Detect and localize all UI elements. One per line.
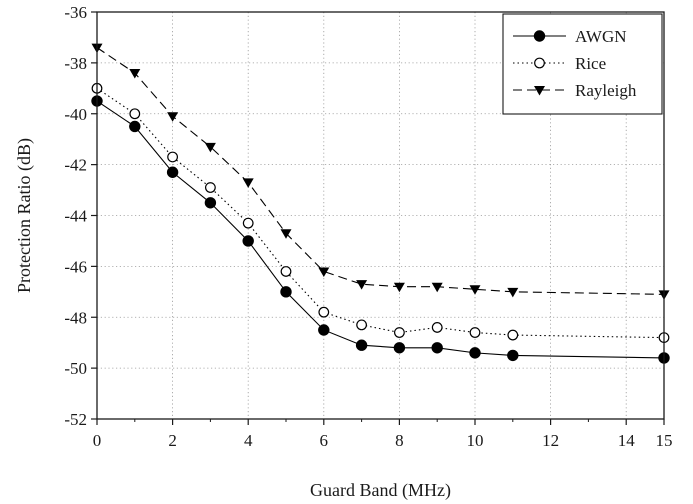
y-tick-label: -48	[64, 308, 87, 327]
legend-box	[502, 13, 663, 115]
x-tick-label: 10	[467, 431, 484, 450]
legend-label: AWGN	[575, 27, 627, 46]
marker-rice	[431, 322, 443, 333]
marker-rayleigh	[204, 142, 216, 153]
marker-rayleigh	[431, 282, 443, 293]
marker-awgn	[318, 324, 330, 336]
series-awgn	[91, 95, 670, 364]
marker-rice	[167, 151, 179, 163]
y-tick-label: -44	[64, 207, 87, 226]
marker-awgn	[469, 347, 481, 359]
x-tick-label: 15	[656, 431, 673, 450]
series-layer	[91, 43, 670, 364]
marker-rayleigh	[393, 282, 405, 293]
marker-rayleigh	[318, 267, 330, 277]
series-line	[96, 100, 665, 359]
y-tick-label: -40	[64, 105, 87, 124]
marker-rice	[507, 329, 519, 341]
marker-rayleigh	[356, 280, 368, 290]
marker-rice	[204, 182, 216, 193]
marker-rice	[129, 108, 141, 120]
marker-awgn	[393, 342, 406, 354]
x-tick-label: 4	[244, 431, 253, 450]
marker-rice	[242, 217, 254, 229]
axis-ticks: 0 2 4 6 8 10 12 14 15 -36 -38 -40 -42 -44 -46 -48 -50 -52	[64, 3, 672, 450]
x-tick-label: 12	[542, 431, 559, 450]
y-tick-label: -50	[64, 359, 87, 378]
y-tick-label: -46	[64, 257, 87, 276]
marker-awgn	[204, 197, 217, 209]
marker-awgn	[280, 286, 292, 298]
marker-rayleigh	[469, 285, 481, 295]
marker-rice	[469, 327, 481, 338]
marker-awgn	[533, 30, 546, 42]
series-rayleigh	[91, 43, 670, 300]
x-tick-label: 14	[618, 431, 636, 450]
marker-rayleigh	[534, 86, 545, 96]
marker-rice	[318, 306, 330, 318]
marker-rice	[280, 266, 292, 277]
y-axis-label: Protection Ratio (dB)	[14, 138, 35, 293]
y-tick-label: -42	[64, 156, 87, 175]
y-tick-label: -36	[64, 3, 87, 22]
y-tick-label: -52	[64, 410, 87, 429]
x-tick-label: 2	[168, 431, 177, 450]
marker-rayleigh	[280, 229, 292, 239]
marker-rayleigh	[242, 178, 254, 188]
legend-label: Rayleigh	[575, 81, 637, 100]
marker-rayleigh	[507, 287, 519, 298]
marker-awgn	[129, 120, 141, 133]
legend: AWGN Rice Rayleigh	[502, 13, 663, 115]
series-rice	[91, 82, 670, 344]
marker-rice	[356, 319, 368, 331]
x-tick-label: 8	[395, 431, 404, 450]
marker-awgn	[242, 235, 254, 247]
marker-rice	[534, 57, 545, 69]
marker-rayleigh	[167, 112, 179, 122]
legend-label: Rice	[575, 54, 606, 73]
marker-awgn	[431, 342, 443, 354]
marker-rice	[394, 327, 405, 338]
series-line	[96, 87, 665, 339]
x-tick-label: 6	[320, 431, 329, 450]
marker-awgn	[166, 166, 179, 178]
marker-awgn	[507, 349, 519, 362]
x-axis-label: Guard Band (MHz)	[310, 480, 451, 501]
y-tick-label: -38	[64, 54, 87, 73]
marker-awgn	[355, 339, 368, 351]
marker-rayleigh	[129, 69, 141, 79]
x-tick-label: 0	[93, 431, 102, 450]
